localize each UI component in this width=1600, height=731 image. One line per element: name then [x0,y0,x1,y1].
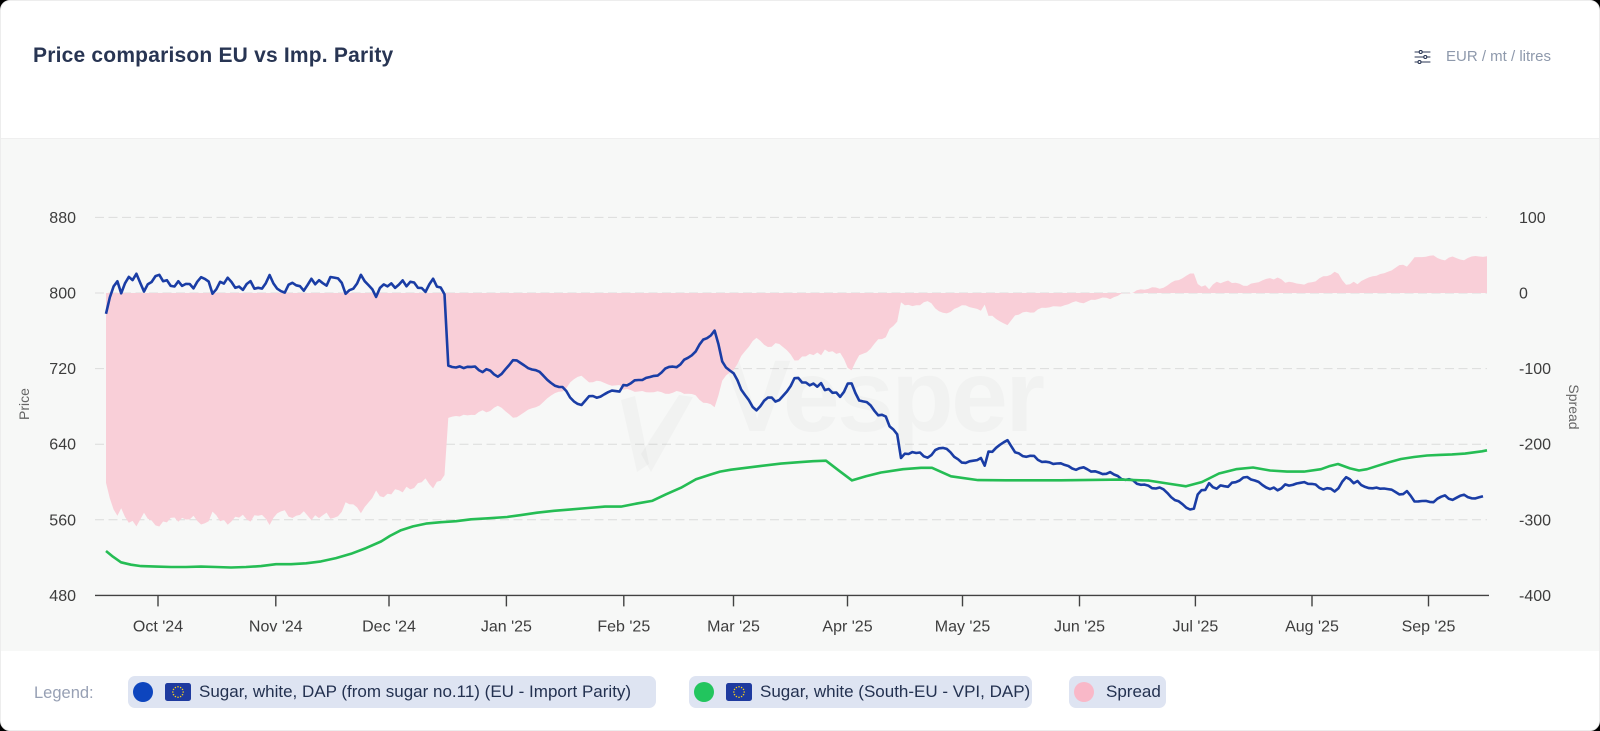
svg-text:Vesper: Vesper [723,339,1044,453]
svg-text:0: 0 [1519,286,1528,303]
svg-text:880: 880 [49,210,76,227]
svg-text:Feb '25: Feb '25 [597,618,650,635]
svg-text:-300: -300 [1519,512,1551,529]
svg-text:Jan '25: Jan '25 [481,618,532,635]
svg-text:100: 100 [1519,210,1546,227]
svg-text:-200: -200 [1519,437,1551,454]
svg-text:560: 560 [49,512,76,529]
svg-text:May '25: May '25 [935,618,991,635]
svg-text:Jun '25: Jun '25 [1054,618,1105,635]
svg-text:720: 720 [49,361,76,378]
svg-text:-400: -400 [1519,588,1551,605]
svg-text:-100: -100 [1519,361,1551,378]
svg-text:Nov '24: Nov '24 [249,618,303,635]
svg-text:Apr '25: Apr '25 [822,618,872,635]
svg-text:Jul '25: Jul '25 [1173,618,1219,635]
svg-text:Price: Price [16,388,32,420]
svg-text:480: 480 [49,588,76,605]
svg-text:640: 640 [49,437,76,454]
svg-text:Spread: Spread [1566,384,1582,429]
svg-text:Mar '25: Mar '25 [707,618,760,635]
svg-text:Sep '25: Sep '25 [1402,618,1456,635]
svg-text:Aug '25: Aug '25 [1285,618,1339,635]
svg-text:Dec '24: Dec '24 [362,618,416,635]
svg-text:Oct '24: Oct '24 [133,618,183,635]
svg-text:800: 800 [49,286,76,303]
